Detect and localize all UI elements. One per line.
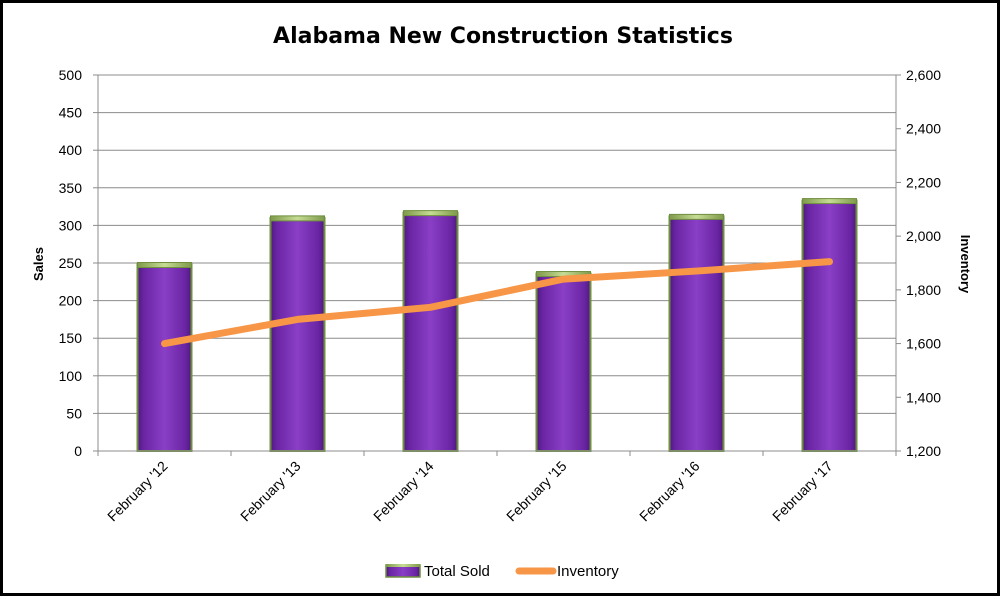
y-right-tick-label: 2,400 [906,121,941,137]
bar [670,214,724,451]
y-right-tick-label: 2,000 [906,228,941,244]
bar [803,199,857,451]
legend-label-inventory: Inventory [557,563,619,580]
bar [537,272,591,451]
combo-chart: Alabama New Construction Statistics 0 50 1… [3,3,1000,599]
x-tick-label: February '12 [104,458,171,525]
y-right-tick-label: 1,800 [906,282,941,298]
y-tick-label: 0 [74,443,82,459]
y-tick-label: 250 [59,255,83,271]
legend-swatch-total-sold [386,564,420,577]
x-tick-label: February '15 [503,458,570,525]
x-tick-label: February '13 [237,458,304,525]
bar [404,211,458,451]
y-tick-label: 400 [59,142,83,158]
line-series [164,262,829,344]
y-tick-label: 200 [59,293,83,309]
y-right-tick-label: 2,200 [906,174,941,190]
y-tick-label: 150 [59,330,83,346]
inventory-line [165,262,830,344]
legend: Total Sold Inventory [386,563,619,580]
x-tick-label: February '16 [636,458,703,525]
bar [138,263,192,451]
y-tick-label: 450 [59,105,83,121]
x-tick-label: February '17 [769,458,836,525]
y-right-tick-label: 1,200 [906,443,941,459]
x-tick-label: February '14 [370,458,437,525]
y-tick-label: 350 [59,180,83,196]
chart-title: Alabama New Construction Statistics [273,24,733,49]
y-tick-label: 500 [59,67,83,83]
legend-label-total-sold: Total Sold [424,563,490,580]
y-axis-title: Sales [31,247,46,281]
y-axis-right-title: Inventory [958,235,973,294]
y-right-tick-label: 1,600 [906,336,941,352]
y-right-tick-label: 2,600 [906,67,941,83]
y-tick-label: 100 [59,368,83,384]
bar [271,216,325,451]
y-tick-label: 300 [59,217,83,233]
y-tick-label: 50 [66,405,82,421]
y-right-tick-label: 1,400 [906,389,941,405]
